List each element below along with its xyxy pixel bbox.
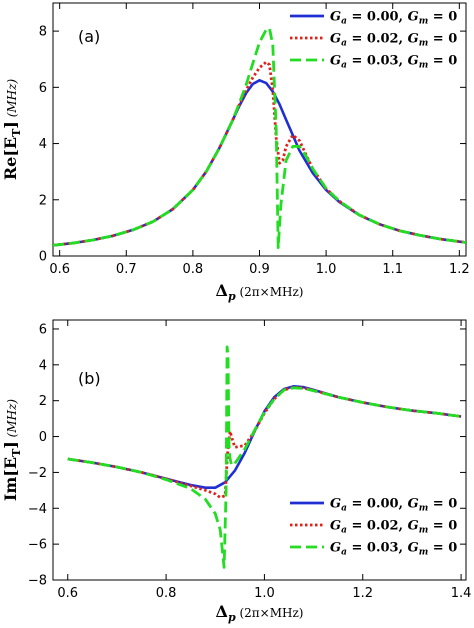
y-axis-label-unit: (MHz) — [5, 79, 19, 122]
y-tick-label: 8 — [39, 25, 47, 40]
legend-entry-2: Ga = 0.03, Gm = 0 — [330, 541, 457, 558]
legend-gm-sub: m — [419, 39, 429, 49]
x-tick-label: 1.2 — [449, 262, 470, 277]
legend-ga: G — [330, 54, 341, 69]
legend-gm-sub: m — [419, 548, 429, 558]
legend-gm-value: = 0 — [428, 32, 457, 47]
panel-label: (a) — [78, 27, 100, 46]
y-axis-label: Im[ET] (MHz) — [1, 399, 23, 502]
legend-ga-value: = 0.03, — [347, 541, 408, 556]
y-tick-label: 2 — [39, 193, 47, 208]
legend-ga-sub: a — [341, 17, 347, 27]
legend-entry-0: Ga = 0.00, Gm = 0 — [330, 10, 457, 27]
legend-gm-value: = 0 — [428, 519, 457, 534]
legend-gm-sub: m — [419, 61, 429, 71]
x-axis-label-main: Δ — [216, 602, 228, 621]
y-tick-label: 0 — [39, 250, 47, 265]
y-tick-label: −2 — [28, 466, 47, 481]
y-axis-label-main: Im[E — [1, 457, 20, 501]
legend-ga: G — [330, 519, 341, 534]
y-axis-label-sub: T — [10, 128, 23, 137]
legend-gm: G — [408, 519, 419, 534]
series-line-2 — [53, 26, 466, 250]
x-axis-label: Δp (2π×MHz) — [216, 602, 304, 624]
x-tick-label: 1.1 — [382, 262, 403, 277]
legend-ga-value: = 0.02, — [347, 32, 408, 47]
legend-gm-value: = 0 — [428, 10, 457, 25]
legend-ga: G — [330, 10, 341, 25]
y-tick-label: 2 — [39, 394, 47, 409]
legend-ga-value: = 0.03, — [347, 54, 408, 69]
y-axis-label-sub: T — [10, 448, 23, 457]
x-tick-label: 0.6 — [57, 586, 78, 601]
legend-gm: G — [408, 32, 419, 47]
chart-panel-a: 0.6 0.7 0.8 0.9 1.0 1.1 1.2 0 2 4 6 8 (a) Ga = 0.00, … — [1, 2, 470, 303]
legend-gm-value: = 0 — [428, 497, 457, 512]
x-axis-label-main: Δ — [216, 281, 228, 300]
x-tick-label: 0.9 — [249, 262, 270, 277]
y-tick-label: −8 — [28, 574, 47, 589]
x-tick-label: 1.0 — [254, 586, 275, 601]
x-tick-label: 0.8 — [156, 586, 177, 601]
legend-entry-2: Ga = 0.03, Gm = 0 — [330, 54, 457, 71]
legend-ga-sub: a — [341, 504, 347, 514]
x-tick-label: 1.0 — [316, 262, 337, 277]
legend-gm-value: = 0 — [428, 541, 457, 556]
legend-ga-sub: a — [341, 61, 347, 71]
y-axis-label-close: ] — [1, 441, 20, 449]
y-tick-label: −4 — [28, 502, 47, 517]
legend-entry-1: Ga = 0.02, Gm = 0 — [330, 32, 457, 49]
x-tick-label: 0.8 — [183, 262, 204, 277]
series-line-1 — [53, 60, 466, 247]
legend-ga-sub: a — [341, 548, 347, 558]
panel-label: (b) — [78, 369, 101, 388]
x-axis-label-sub: p — [228, 611, 236, 624]
y-tick-label: 4 — [39, 358, 47, 373]
y-tick-label: 4 — [39, 137, 47, 152]
chart-panel-b: 0.6 0.8 1.0 1.2 1.4 −8 −6 −4 −2 0 2 4 6 (b) Ga = 0.00,… — [1, 319, 472, 624]
x-axis-label-unit: (2π×MHz) — [236, 606, 304, 620]
legend-ga: G — [330, 497, 341, 512]
series-line-2 — [67, 345, 462, 569]
y-tick-label: −6 — [28, 538, 47, 553]
legend-gm-sub: m — [419, 504, 429, 514]
series-line-0 — [53, 79, 466, 247]
legend-ga-sub: a — [341, 39, 347, 49]
legend-entry-1: Ga = 0.02, Gm = 0 — [330, 519, 457, 536]
x-axis-label-unit: (2π×MHz) — [236, 285, 304, 299]
x-axis-label-sub: p — [228, 290, 236, 303]
x-tick-label: 0.7 — [116, 262, 137, 277]
legend-ga-sub: a — [341, 526, 347, 536]
legend-ga-value: = 0.02, — [347, 519, 408, 534]
x-tick-label: 1.2 — [352, 586, 373, 601]
y-axis-label-main: Re[E — [1, 137, 20, 180]
legend-gm: G — [408, 541, 419, 556]
y-tick-label: 0 — [39, 430, 47, 445]
legend-gm-sub: m — [419, 526, 429, 536]
x-axis-label: Δp (2π×MHz) — [216, 281, 304, 303]
legend-gm-sub: m — [419, 17, 429, 27]
y-tick-label: 6 — [39, 81, 47, 96]
legend-gm: G — [408, 10, 419, 25]
legend-ga: G — [330, 541, 341, 556]
x-tick-label: 0.6 — [49, 262, 70, 277]
x-tick-label: 1.4 — [451, 586, 472, 601]
y-tick-label: 6 — [39, 322, 47, 337]
legend-gm-value: = 0 — [428, 54, 457, 69]
legend-gm: G — [408, 54, 419, 69]
series-line-1 — [67, 385, 462, 499]
y-axis-label: Re[ET] (MHz) — [1, 79, 23, 181]
legend-gm: G — [408, 497, 419, 512]
y-axis-label-unit: (MHz) — [5, 399, 19, 442]
legend-ga-value: = 0.00, — [347, 497, 408, 512]
plot-frame — [52, 319, 467, 581]
legend-ga: G — [330, 32, 341, 47]
series-line-0 — [67, 384, 462, 490]
y-axis-label-close: ] — [1, 121, 20, 129]
legend-entry-0: Ga = 0.00, Gm = 0 — [330, 497, 457, 514]
legend-ga-value: = 0.00, — [347, 10, 408, 25]
